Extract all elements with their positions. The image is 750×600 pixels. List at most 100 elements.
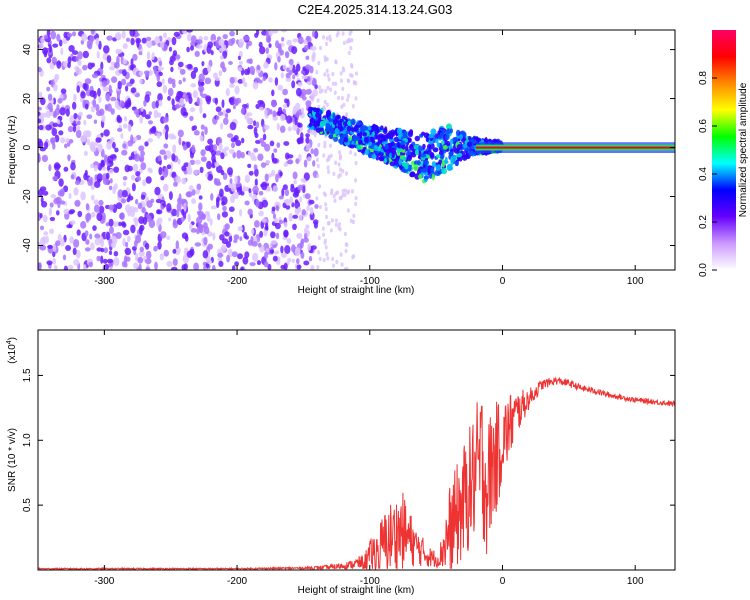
- spectrogram-signal-cell: [377, 139, 382, 145]
- spectrogram-noise-cell: [176, 209, 180, 218]
- spectrogram-noise-cell: [136, 175, 142, 182]
- spectrogram-signal-cell: [441, 161, 445, 168]
- spectrogram-noise-cell: [52, 251, 56, 258]
- spectrogram-noise-cell: [289, 196, 293, 205]
- spectrogram-noise-cell: [305, 64, 311, 70]
- spectrogram-noise-cell: [166, 203, 172, 212]
- spectrogram-signal-cell: [359, 131, 363, 139]
- spectrogram-noise-cell: [346, 208, 350, 213]
- spectrogram-noise-cell: [219, 188, 224, 198]
- spectrogram-noise-cell: [176, 202, 182, 212]
- spectrogram-noise-cell: [201, 213, 206, 220]
- x-tick-label: -100: [360, 576, 380, 587]
- spectrogram-noise-cell: [122, 43, 128, 50]
- spectrogram-noise-cell: [350, 64, 354, 69]
- spectrogram-noise-cell: [268, 77, 273, 83]
- spectrogram-noise-cell: [159, 253, 165, 261]
- spectrogram-noise-cell: [139, 224, 145, 232]
- spectrogram-signal-cell: [346, 125, 352, 132]
- spectrogram-noise-cell: [341, 168, 345, 174]
- spectrogram-noise-cell: [178, 137, 182, 146]
- spectrogram-noise-cell: [192, 90, 198, 99]
- spectrogram-noise-cell: [160, 40, 165, 49]
- spectrogram-noise-cell: [84, 169, 88, 177]
- spectrogram-noise-cell: [330, 218, 334, 223]
- spectrogram-noise-cell: [322, 191, 326, 196]
- spectrogram-noise-cell: [264, 108, 268, 117]
- spectrogram-noise-cell: [113, 166, 120, 173]
- spectrogram-signal-cell: [332, 112, 336, 120]
- spectrogram-noise-cell: [268, 43, 272, 48]
- spectrogram-noise-cell: [260, 162, 267, 168]
- spectrogram-noise-cell: [39, 225, 45, 231]
- spectrogram-noise-cell: [307, 156, 312, 162]
- spectrogram-noise-cell: [145, 266, 151, 270]
- spectrogram-noise-cell: [283, 221, 288, 228]
- x-tick-label: 100: [627, 276, 644, 287]
- spectrogram-noise-cell: [46, 260, 53, 266]
- spectrogram-noise-cell: [156, 73, 161, 82]
- spectrogram-signal-cell: [432, 147, 439, 153]
- spectrogram-noise-cell: [116, 128, 123, 132]
- spectrogram-signal-cell: [378, 152, 384, 157]
- spectrogram-noise-cell: [142, 216, 148, 225]
- spectrogram-noise-cell: [83, 264, 87, 270]
- spectrogram-noise-cell: [222, 205, 227, 212]
- spectrogram-noise-cell: [60, 137, 66, 144]
- spectrogram-noise-cell: [100, 247, 105, 253]
- spectrogram-noise-cell: [190, 70, 197, 80]
- spectrogram-noise-cell: [301, 209, 306, 216]
- spectrogram-noise-cell: [272, 116, 278, 121]
- spectrogram-noise-cell: [290, 185, 295, 193]
- spectrogram-noise-cell: [323, 55, 327, 60]
- spectrogram-noise-cell: [328, 37, 332, 43]
- spectrogram-noise-cell: [224, 231, 230, 237]
- spectrogram-noise-cell: [337, 174, 341, 179]
- spectrogram-noise-cell: [309, 45, 317, 51]
- spectrogram-noise-cell: [171, 266, 178, 270]
- spectrogram-noise-cell: [292, 223, 297, 230]
- spectrogram-noise-cell: [141, 37, 147, 44]
- spectrogram-noise-cell: [345, 171, 348, 176]
- spectrogram-noise-cell: [163, 249, 169, 257]
- spectrogram-noise-cell: [38, 106, 42, 111]
- spectrogram-noise-cell: [285, 198, 291, 206]
- spectrogram-noise-cell: [193, 125, 197, 131]
- spectrogram-noise-cell: [331, 256, 335, 262]
- spectrogram-noise-cell: [157, 93, 163, 102]
- spectrogram-noise-cell: [343, 192, 347, 198]
- spectrogram-signal-cell: [444, 134, 450, 141]
- spectrogram-noise-cell: [128, 156, 133, 161]
- spectrogram-noise-cell: [173, 31, 181, 37]
- spectrogram-noise-cell: [300, 251, 305, 259]
- spectrogram-noise-cell: [118, 100, 125, 108]
- spectrogram-noise-cell: [148, 69, 153, 76]
- spectrogram-noise-cell: [84, 78, 92, 85]
- spectrogram-noise-cell: [224, 146, 230, 151]
- spectrogram-noise-cell: [316, 157, 319, 162]
- spectrogram-noise-cell: [66, 32, 73, 38]
- spectrogram-signal-cell: [389, 152, 393, 159]
- spectrogram-noise-cell: [45, 124, 52, 131]
- spectrogram-noise-cell: [52, 122, 59, 128]
- spectrogram-noise-cell: [191, 35, 197, 45]
- spectrogram-noise-cell: [237, 226, 243, 232]
- spectrogram-noise-cell: [249, 262, 256, 267]
- spectrogram-noise-cell: [77, 210, 83, 218]
- spectrogram-noise-cell: [175, 54, 181, 60]
- spectrogram-noise-cell: [126, 37, 130, 42]
- spectrogram-noise-cell: [223, 117, 229, 125]
- spectrogram-noise-cell: [177, 158, 181, 165]
- spectrogram-noise-cell: [42, 47, 48, 55]
- spectrogram-signal-cell: [375, 126, 379, 133]
- spectrogram-noise-cell: [305, 89, 312, 95]
- spectrogram-noise-cell: [60, 238, 65, 247]
- spectrogram-noise-cell: [325, 56, 329, 62]
- spectrogram-x-label: Height of straight line (km): [298, 285, 415, 296]
- spectrogram-noise-cell: [347, 50, 351, 56]
- spectrogram-noise-cell: [133, 108, 140, 115]
- spectrogram-noise-cell: [159, 149, 166, 155]
- spectrogram-noise-cell: [96, 255, 101, 262]
- spectrogram-noise-cell: [268, 173, 272, 178]
